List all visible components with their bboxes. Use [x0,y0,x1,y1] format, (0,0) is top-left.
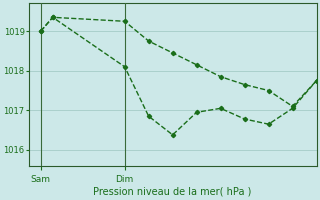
X-axis label: Pression niveau de la mer( hPa ): Pression niveau de la mer( hPa ) [93,187,252,197]
